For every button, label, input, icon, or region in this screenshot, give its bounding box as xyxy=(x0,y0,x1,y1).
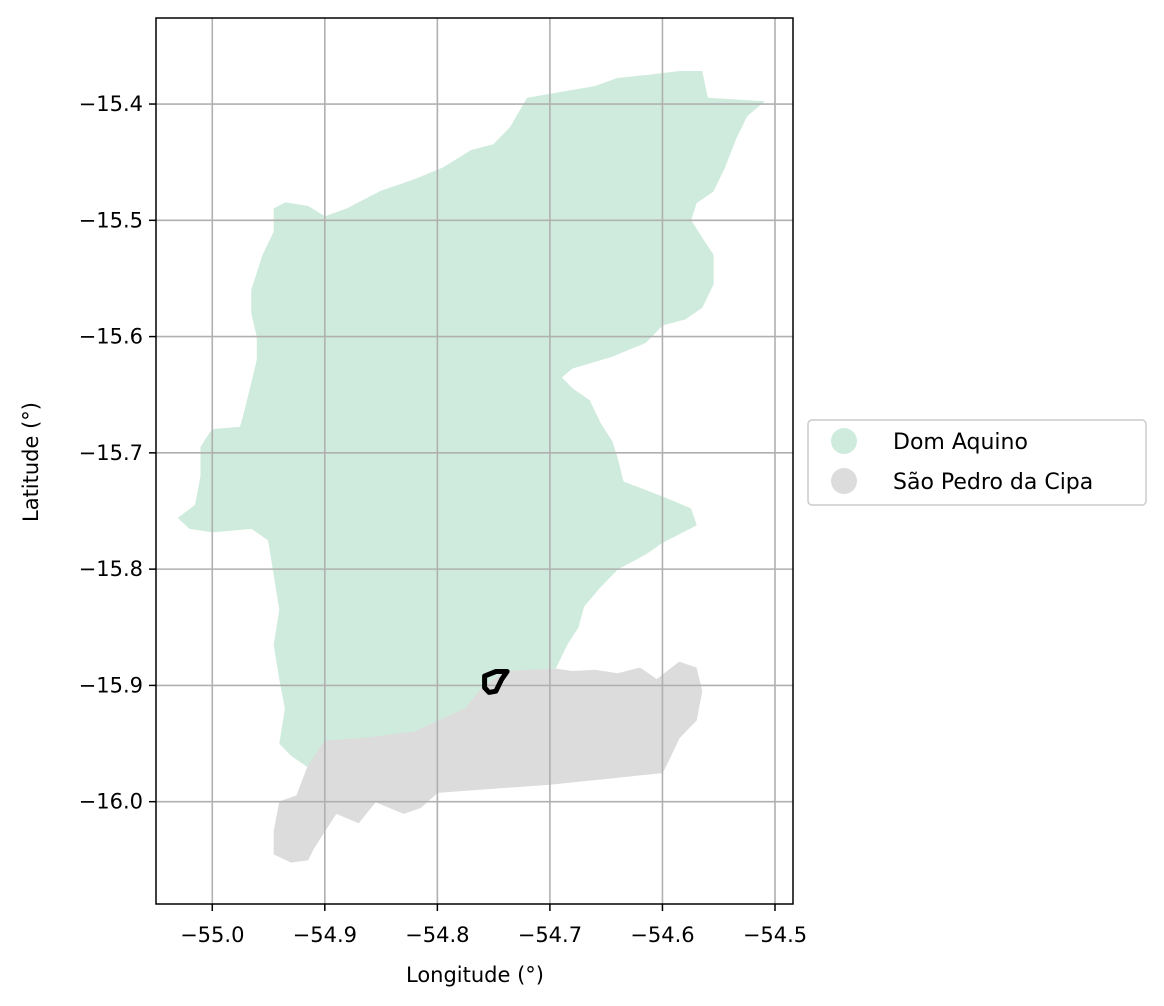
y-tick-label: −15.5 xyxy=(79,208,143,232)
legend-marker xyxy=(831,428,857,454)
highlight-outline xyxy=(482,669,510,695)
x-tick-label: −55.0 xyxy=(180,923,244,947)
plot-frame xyxy=(155,17,794,905)
x-tick-label: −54.6 xyxy=(630,923,694,947)
x-tick-label: −54.9 xyxy=(293,923,357,947)
y-axis: −15.4 −15.5 −15.6 −15.7 −15.8 −15.9 −16.0 xyxy=(79,92,156,814)
x-axis-title: Longitude (°) xyxy=(406,963,544,987)
plot-area xyxy=(155,17,794,905)
x-tick-label: −54.5 xyxy=(743,923,807,947)
y-axis-title: Latitude (°) xyxy=(19,402,43,522)
y-tick-label: −15.8 xyxy=(79,557,143,581)
y-tick-label: −15.9 xyxy=(79,673,143,697)
x-tick-label: −54.8 xyxy=(405,923,469,947)
legend-marker xyxy=(831,468,857,494)
legend-label: Dom Aquino xyxy=(893,430,1028,455)
y-tick-label: −15.6 xyxy=(79,325,143,349)
legend-label: São Pedro da Cipa xyxy=(893,470,1093,495)
legend-frame xyxy=(807,419,1147,506)
y-tick-label: −15.7 xyxy=(79,441,143,465)
y-tick-label: −15.4 xyxy=(79,92,143,116)
x-tick-label: −54.7 xyxy=(518,923,582,947)
region-dom-aquino xyxy=(177,71,765,768)
legend: Dom Aquino São Pedro da Cipa xyxy=(807,419,1147,506)
x-axis: −55.0 −54.9 −54.8 −54.7 −54.6 −54.5 xyxy=(180,904,807,947)
y-tick-label: −16.0 xyxy=(79,790,143,814)
